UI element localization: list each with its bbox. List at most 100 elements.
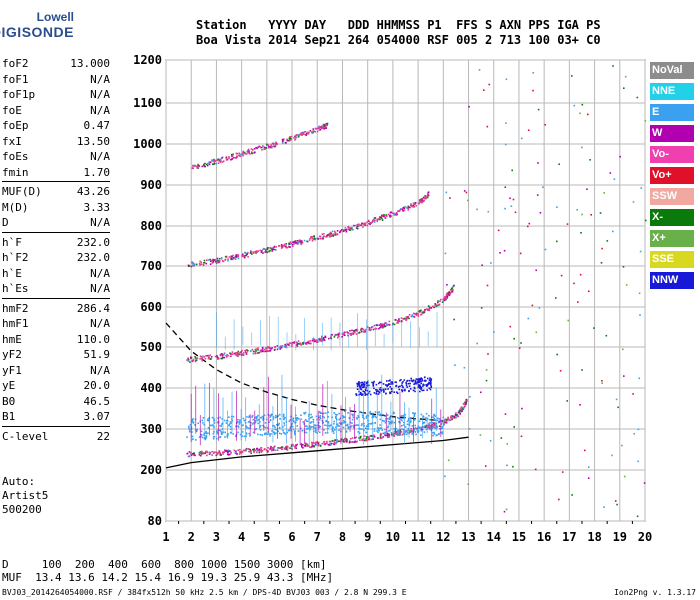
echo-point bbox=[222, 453, 224, 455]
echo-point bbox=[205, 451, 208, 453]
param-name: hmF1 bbox=[2, 317, 29, 330]
echo-point bbox=[383, 322, 386, 325]
logo-digisonde: DIGISONDE bbox=[0, 24, 74, 40]
echo-point bbox=[248, 150, 250, 152]
echo-point bbox=[216, 356, 219, 359]
echo-point bbox=[359, 411, 361, 413]
echo-point bbox=[209, 354, 211, 356]
echo-point bbox=[450, 416, 452, 418]
echo-point bbox=[201, 165, 204, 168]
echo-point bbox=[258, 451, 261, 454]
echo-point bbox=[281, 140, 284, 143]
echo-point bbox=[424, 380, 426, 382]
echo-point bbox=[272, 248, 274, 250]
param-value: N/A bbox=[90, 317, 110, 330]
noise-point bbox=[444, 475, 446, 478]
echo-point bbox=[188, 427, 190, 429]
echo-point bbox=[402, 429, 405, 431]
echo-point bbox=[193, 263, 196, 266]
echo-point bbox=[421, 198, 423, 200]
echo-point bbox=[283, 243, 286, 246]
echo-point bbox=[312, 238, 315, 240]
echo-point bbox=[387, 434, 390, 436]
echo-point bbox=[208, 356, 211, 359]
echo-point bbox=[335, 417, 337, 419]
echo-point bbox=[213, 161, 215, 163]
echo-point bbox=[352, 332, 355, 334]
echo-point bbox=[274, 426, 276, 429]
echo-point bbox=[345, 440, 347, 442]
echo-point bbox=[363, 384, 365, 386]
echo-point bbox=[326, 235, 328, 238]
echo-point bbox=[235, 152, 238, 155]
echo-point bbox=[433, 413, 436, 416]
echo-point bbox=[363, 391, 366, 393]
echo-point bbox=[303, 423, 305, 425]
echo-point bbox=[400, 431, 403, 433]
echo-point bbox=[221, 161, 224, 163]
echo-point bbox=[422, 416, 425, 418]
echo-point bbox=[349, 330, 351, 332]
distance-row: D 100 200 400 600 800 1000 1500 3000 [km… bbox=[2, 558, 327, 571]
echo-point bbox=[240, 450, 243, 453]
echo-point bbox=[243, 256, 246, 259]
echo-point bbox=[191, 435, 194, 438]
echo-point bbox=[341, 332, 344, 335]
echo-point bbox=[408, 385, 411, 387]
echo-point bbox=[407, 209, 409, 211]
noise-point bbox=[468, 105, 470, 108]
echo-point bbox=[203, 437, 206, 440]
legend-entry: E bbox=[650, 104, 694, 121]
header-row-1: Station YYYY DAY DDD HHMMSS P1 FFS S AXN… bbox=[196, 18, 601, 32]
echo-point bbox=[354, 224, 357, 227]
echo-point bbox=[232, 257, 235, 259]
echo-point bbox=[397, 210, 399, 212]
param-name: foEp bbox=[2, 119, 29, 132]
echo-point bbox=[391, 383, 394, 385]
echo-point bbox=[365, 437, 367, 440]
echo-point bbox=[443, 422, 445, 424]
echo-point bbox=[361, 414, 364, 417]
echo-point bbox=[195, 439, 197, 441]
echo-point bbox=[223, 352, 226, 355]
echo-point bbox=[376, 411, 379, 414]
echo-point bbox=[315, 339, 318, 341]
echo-point bbox=[421, 200, 424, 202]
echo-point bbox=[288, 137, 291, 140]
echo-point bbox=[299, 240, 302, 242]
noise-point bbox=[623, 475, 626, 478]
file-info: BVJ03_2014264054000.RSF / 384fx512h 50 k… bbox=[2, 588, 407, 597]
echo-point bbox=[329, 232, 332, 235]
echo-point bbox=[436, 434, 438, 436]
echo-point bbox=[294, 139, 296, 141]
echo-point bbox=[413, 419, 416, 421]
echo-point bbox=[445, 293, 448, 296]
echo-point bbox=[405, 381, 407, 384]
echo-point bbox=[219, 260, 221, 262]
echo-point bbox=[447, 292, 449, 295]
echo-point bbox=[308, 239, 311, 241]
echo-point bbox=[425, 385, 428, 387]
echo-point bbox=[301, 133, 304, 135]
echo-point bbox=[377, 393, 380, 395]
echo-point bbox=[188, 425, 190, 428]
echo-point bbox=[313, 237, 316, 240]
echo-point bbox=[255, 449, 257, 452]
noise-point bbox=[499, 252, 501, 254]
echo-point bbox=[316, 441, 319, 443]
echo-point bbox=[216, 453, 219, 456]
echo-point bbox=[285, 245, 287, 248]
echo-point bbox=[243, 255, 245, 258]
echo-point bbox=[440, 298, 442, 301]
echo-point bbox=[261, 347, 264, 350]
echo-point bbox=[343, 422, 345, 424]
noise-point bbox=[544, 123, 546, 126]
echo-point bbox=[204, 357, 207, 360]
echo-point bbox=[310, 416, 312, 419]
echo-point bbox=[284, 416, 286, 419]
auto-label: Auto: bbox=[2, 475, 36, 488]
param-value: 13.50 bbox=[76, 134, 110, 148]
echo-point bbox=[364, 383, 366, 385]
echo-point bbox=[208, 419, 210, 422]
echo-point bbox=[294, 135, 296, 138]
